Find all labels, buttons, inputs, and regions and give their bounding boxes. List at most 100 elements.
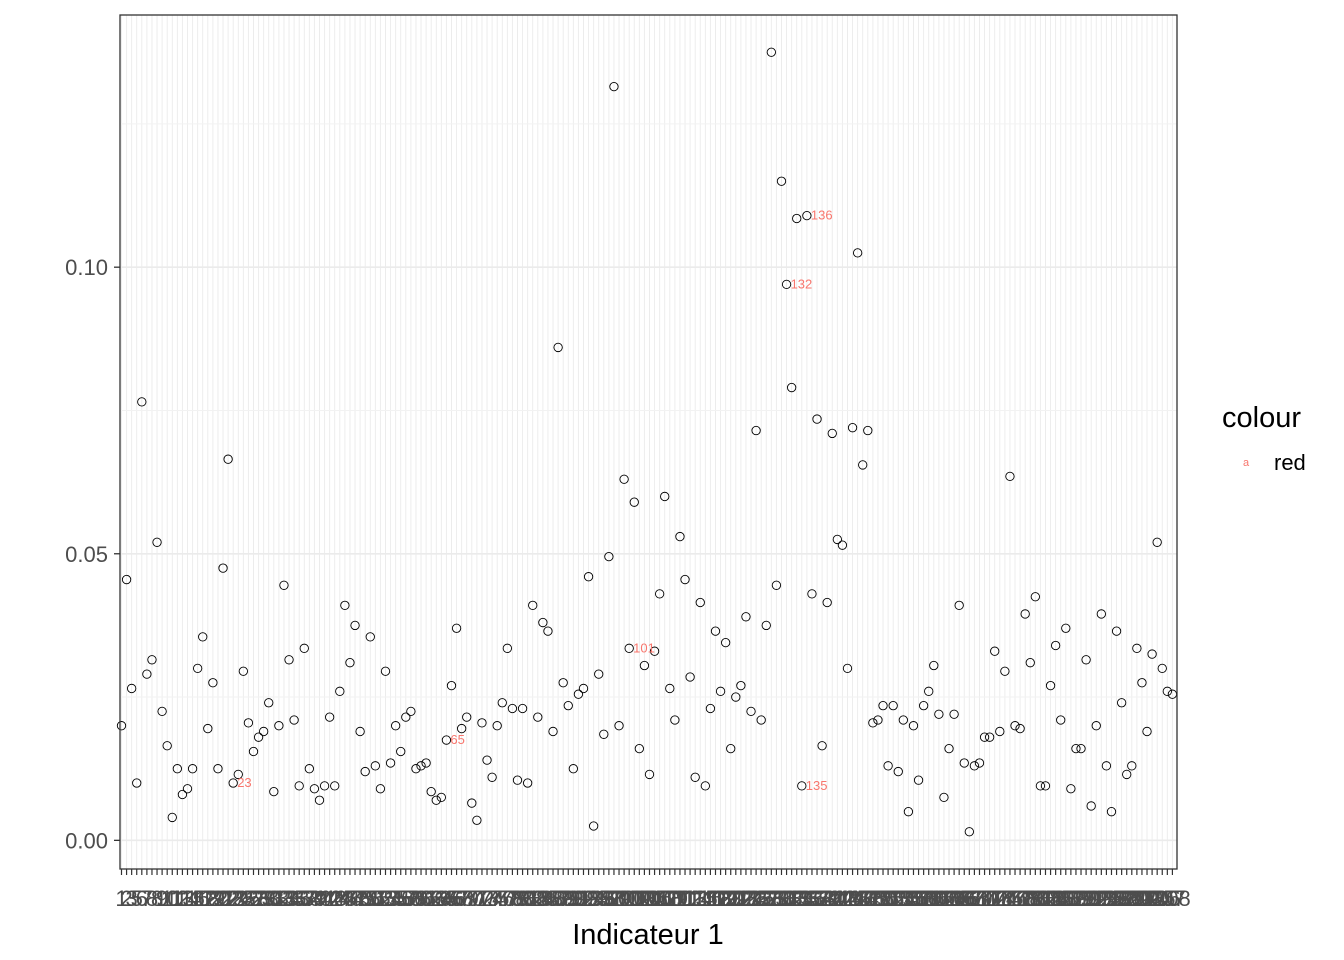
x-tick-label: 9 (156, 886, 168, 911)
data-point (761, 620, 771, 631)
x-tick-label: 149 (855, 886, 892, 911)
data-point (1152, 537, 1162, 547)
data-point (253, 732, 264, 742)
data-point (736, 680, 746, 691)
data-point (1142, 726, 1152, 737)
data-point (1061, 623, 1071, 633)
x-tick-label: 89 (556, 886, 580, 911)
x-tick-label: 160 (910, 886, 947, 911)
data-point (279, 580, 289, 590)
data-point (218, 563, 228, 573)
data-point (949, 709, 959, 719)
data-point (1086, 801, 1096, 811)
data-point (588, 821, 599, 831)
x-tick-label: 8 (146, 886, 158, 911)
data-point (411, 764, 421, 774)
data-point (842, 663, 853, 674)
data-point (685, 672, 695, 682)
x-tick-label: 164 (931, 886, 968, 911)
data-point (1050, 640, 1061, 651)
legend-title: colour (1222, 402, 1301, 434)
data-point (990, 646, 1000, 656)
y-tick-label: 0.05 (65, 542, 108, 567)
x-tick-label: 139 (804, 886, 841, 911)
x-tick-label: 129 (753, 886, 790, 911)
x-tick-label: 174 (981, 886, 1018, 911)
x-tick-label: 151 (865, 886, 902, 911)
data-point (492, 721, 502, 731)
x-tick-label: 2 (120, 886, 132, 911)
data-point (1076, 743, 1086, 754)
legend: colour a red (1222, 402, 1306, 475)
data-point (482, 755, 492, 765)
x-tick-label: 77 (495, 886, 519, 911)
x-tick-label: 57 (394, 886, 418, 911)
x-tick-label: 173 (976, 886, 1013, 911)
x-tick-label: 185 (1037, 886, 1074, 911)
data-point (741, 612, 751, 622)
x-tick-label: 197 (1098, 886, 1135, 911)
x-tick-label: 140 (809, 886, 846, 911)
x-tick-label: 52 (368, 886, 392, 911)
data-point (340, 600, 350, 610)
x-tick-label: 192 (1073, 886, 1110, 911)
x-tick-label: 184 (1032, 886, 1069, 911)
x-tick-label: 14 (175, 886, 199, 911)
data-point (259, 726, 269, 737)
data-point (172, 764, 182, 774)
x-tick-label: 67 (444, 886, 468, 911)
data-point (837, 540, 848, 550)
x-tick-label: 93 (576, 886, 600, 911)
x-tick-label: 42 (317, 886, 341, 911)
x-tick-label: 54 (378, 886, 402, 911)
data-point (1122, 769, 1132, 780)
x-tick-label: 19 (201, 886, 225, 911)
x-tick-label: 207 (1149, 886, 1186, 911)
x-tick-label: 47 (343, 886, 367, 911)
data-point (710, 626, 721, 636)
x-tick-label: 48 (348, 886, 372, 911)
data-point (380, 666, 391, 676)
data-point (680, 574, 690, 585)
x-tick-label: 148 (849, 886, 886, 911)
x-tick-label: 25 (231, 886, 255, 911)
data-point (314, 795, 325, 805)
x-tick-label: 23 (221, 886, 245, 911)
data-point (660, 491, 670, 502)
x-tick-label: 132 (768, 886, 805, 911)
data-point (558, 678, 568, 688)
x-tick-label: 206 (1144, 886, 1181, 911)
data-point (563, 701, 573, 711)
data-point (1132, 643, 1142, 653)
x-tick-label: 13 (170, 886, 194, 911)
data-point (350, 620, 360, 631)
x-tick-label: 105 (631, 886, 668, 911)
x-tick-label: 183 (1027, 886, 1064, 911)
x-tick-label: 159 (905, 886, 942, 911)
data-point (294, 781, 304, 791)
data-point (776, 176, 787, 186)
data-point (385, 758, 396, 768)
data-point (964, 827, 974, 837)
data-point (462, 712, 472, 722)
x-tick-label: 90 (561, 886, 585, 911)
x-tick-label: 44 (328, 886, 352, 911)
x-tick-label: 84 (531, 886, 555, 911)
data-point (198, 632, 208, 642)
data-point (649, 646, 660, 656)
x-tick-label: 78 (500, 886, 524, 911)
point-label: 101 (633, 640, 655, 655)
data-point (360, 766, 370, 777)
point-label: 65 (450, 732, 464, 747)
data-point (446, 680, 457, 691)
plot-panel-border (119, 14, 1178, 870)
minor-gridlines-x (121, 15, 1173, 869)
x-tick-label: 189 (1058, 886, 1095, 911)
x-tick-label: 171 (966, 886, 1003, 911)
data-point (619, 474, 629, 484)
data-point (984, 732, 995, 742)
data-point (167, 812, 177, 823)
x-tick-label: 16 (185, 886, 209, 911)
data-point (289, 715, 299, 725)
x-tick-label: 49 (353, 886, 377, 911)
